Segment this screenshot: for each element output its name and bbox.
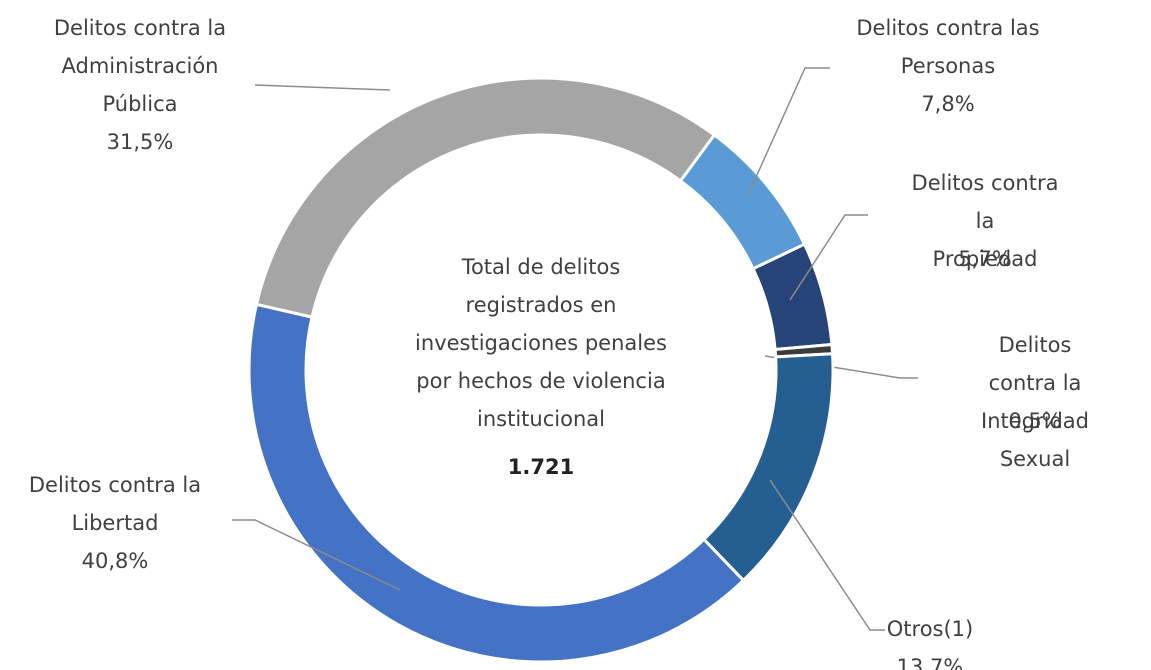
value-label: 7,8% (921, 92, 975, 116)
total: 1.721 (507, 455, 575, 479)
leader-line (254, 84, 391, 91)
value-label: 5,7% (958, 247, 1012, 271)
slice-label: Delitos contra la Integridad Sexual (981, 333, 1089, 471)
donut-slice (247, 302, 746, 664)
slice-label: Delitos contra la Libertad (28, 473, 202, 535)
slice-label: Otros(1) (886, 617, 974, 641)
leader-line (747, 67, 830, 196)
leader-line (232, 519, 401, 591)
leader-line (769, 479, 885, 631)
value-label: 31,5% (106, 130, 174, 154)
slice-label: Delitos contra la Administración Pública (53, 16, 227, 116)
donut-slice (254, 76, 717, 319)
center-text: Total de delitos registrados en investig… (415, 255, 667, 431)
value-label: 13,7% (896, 655, 964, 670)
slice-label: Delitos contra las Personas (856, 16, 1040, 78)
slice-label: Delitos contra la Propiedad (911, 171, 1059, 271)
value-label: 0,5% (1008, 409, 1062, 433)
leader-line (789, 214, 868, 301)
value-label: 40,8% (81, 549, 149, 573)
